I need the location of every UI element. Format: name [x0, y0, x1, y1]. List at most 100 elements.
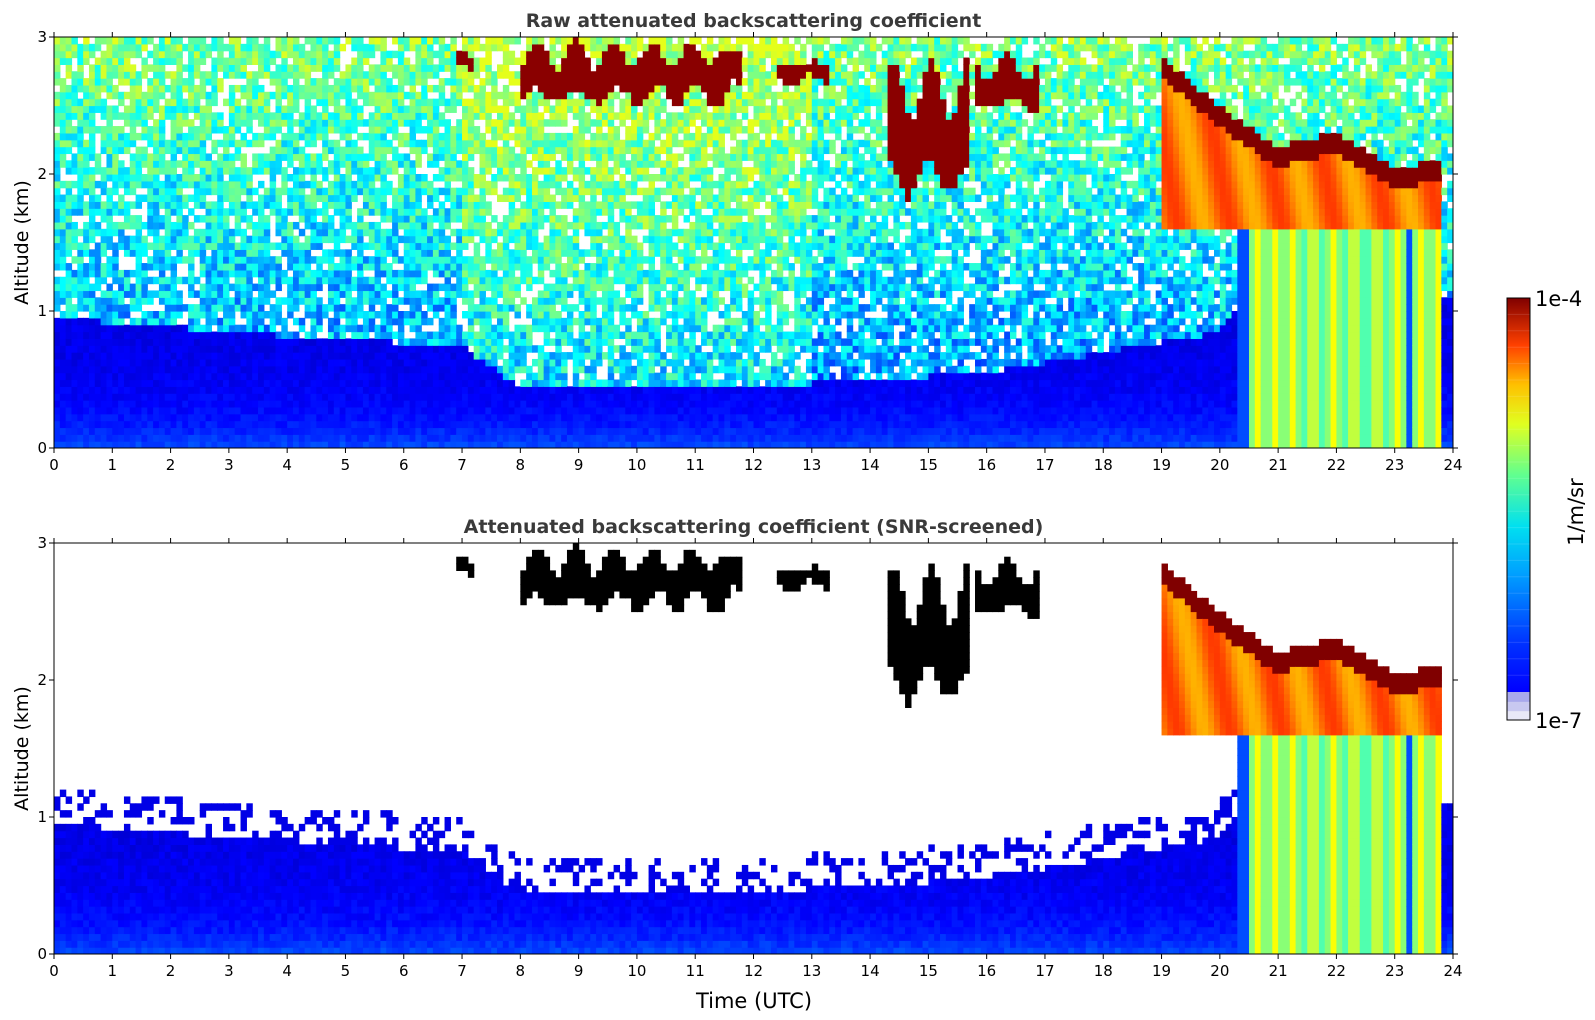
heatmap-cell: [193, 317, 201, 326]
heatmap-cell: [304, 105, 312, 113]
heatmap-cell: [322, 208, 329, 216]
heatmap-cell: [269, 146, 277, 155]
heatmap-cell: [193, 276, 201, 285]
heatmap-cell: [217, 64, 224, 72]
heatmap-cell: [100, 105, 108, 113]
heatmap-cell: [153, 160, 160, 168]
heatmap-cell: [234, 434, 242, 442]
heatmap-cell: [199, 146, 207, 155]
heatmap-cell: [118, 331, 125, 339]
heatmap-cell: [269, 358, 277, 367]
heatmap-cell: [386, 290, 393, 298]
heatmap-cell: [415, 78, 422, 86]
heatmap-cell: [444, 379, 451, 387]
heatmap-cell: [526, 406, 533, 415]
heatmap-cell: [421, 228, 428, 237]
heatmap-cell: [438, 146, 446, 155]
heatmap-cell: [438, 132, 446, 141]
heatmap-cell: [176, 338, 183, 346]
heatmap-cell: [77, 194, 84, 202]
heatmap-cell: [555, 249, 562, 257]
heatmap-cell: [269, 57, 277, 65]
heatmap-cell: [473, 427, 481, 435]
heatmap-cell: [188, 180, 195, 189]
heatmap-cell: [368, 297, 376, 305]
heatmap-cell: [333, 235, 341, 244]
heatmap-cell: [415, 71, 422, 79]
heatmap-cell: [106, 215, 113, 223]
heatmap-cell: [485, 331, 492, 339]
heatmap-cell: [531, 153, 539, 161]
heatmap-cell: [333, 420, 341, 429]
heatmap-cell: [561, 228, 568, 237]
heatmap-cell: [462, 358, 469, 367]
heatmap-cell: [263, 290, 271, 298]
heatmap-cell: [65, 372, 73, 381]
heatmap-cell: [94, 242, 102, 250]
heatmap-cell: [351, 84, 358, 93]
heatmap-cell: [188, 37, 195, 45]
heatmap-cell: [450, 304, 457, 312]
heatmap-cell: [252, 228, 259, 237]
heatmap-cell: [83, 167, 90, 175]
heatmap-cell: [141, 283, 148, 292]
heatmap-cell: [531, 146, 539, 155]
heatmap-cell: [397, 208, 405, 216]
heatmap-cell: [316, 187, 323, 196]
heatmap-cell: [141, 242, 148, 250]
heatmap-cell: [65, 215, 73, 223]
heatmap-cell: [322, 201, 329, 209]
heatmap-cell: [531, 345, 539, 353]
heatmap-cell: [613, 358, 621, 367]
heatmap-cell: [298, 263, 306, 271]
heatmap-cell: [601, 427, 609, 435]
heatmap-cell: [118, 297, 125, 305]
heatmap-cell: [392, 400, 399, 408]
heatmap-cell: [531, 180, 539, 189]
heatmap-cell: [578, 434, 586, 442]
heatmap-cell: [234, 105, 242, 113]
heatmap-cell: [112, 126, 119, 134]
heatmap-cell: [485, 78, 492, 86]
heatmap-cell: [438, 242, 446, 250]
heatmap-cell: [368, 338, 376, 346]
heatmap-cell: [438, 304, 446, 312]
heatmap-cell: [578, 317, 586, 326]
heatmap-cell: [514, 215, 521, 223]
heatmap-cell: [205, 98, 212, 107]
heatmap-cell: [71, 208, 78, 216]
heatmap-cell: [555, 372, 562, 381]
heatmap-cell: [112, 393, 119, 401]
heatmap-cell: [345, 441, 352, 448]
heatmap-cell: [211, 406, 218, 415]
heatmap-cell: [403, 434, 411, 442]
heatmap-cell: [531, 112, 539, 120]
heatmap-cell: [386, 263, 393, 271]
heatmap-cell: [228, 126, 236, 134]
heatmap-cell: [147, 98, 154, 107]
heatmap-cell: [520, 400, 527, 408]
heatmap-cell: [164, 434, 172, 442]
heatmap-cell: [88, 78, 96, 86]
heatmap-cell: [561, 119, 568, 127]
heatmap-cell: [188, 160, 195, 168]
heatmap-cell: [427, 297, 434, 305]
heatmap-cell: [158, 263, 166, 271]
heatmap-cell: [170, 338, 178, 346]
heatmap-cell: [281, 43, 288, 52]
heatmap-cell: [537, 57, 545, 65]
heatmap-cell: [54, 228, 61, 237]
heatmap-cell: [193, 304, 201, 312]
heatmap-cell: [491, 160, 498, 168]
heatmap-cell: [170, 187, 178, 196]
heatmap-cell: [368, 242, 376, 250]
heatmap-cell: [549, 400, 556, 408]
heatmap-cell: [333, 276, 341, 285]
heatmap-cell: [479, 174, 486, 182]
heatmap-cell: [135, 91, 143, 100]
heatmap-cell: [380, 338, 387, 346]
heatmap-cell: [83, 420, 90, 429]
heatmap-cell: [339, 434, 347, 442]
heatmap-cell: [561, 427, 568, 435]
heatmap-cell: [409, 263, 417, 271]
